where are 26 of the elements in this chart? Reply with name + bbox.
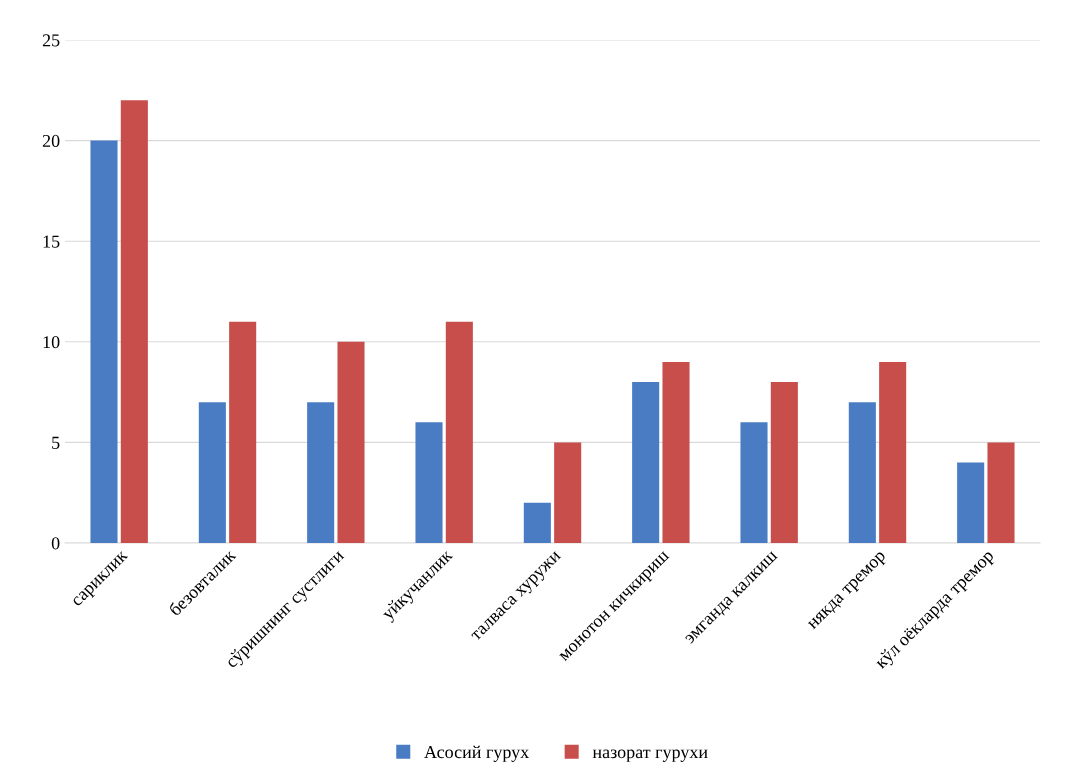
bar	[307, 402, 335, 543]
y-tick-label: 15	[43, 235, 60, 248]
bar	[523, 502, 551, 543]
bar	[445, 321, 473, 543]
bar	[337, 341, 365, 543]
bar	[662, 361, 690, 543]
legend-label: Асосий гурух	[424, 745, 530, 762]
bar	[415, 422, 443, 543]
legend-label: назорат гурухи	[592, 749, 708, 762]
y-tick-label: 5	[52, 436, 60, 449]
bar	[229, 321, 257, 543]
bar	[120, 100, 148, 543]
y-tick-label: 10	[43, 336, 60, 349]
y-tick-label: 0	[51, 537, 60, 550]
bar	[740, 422, 768, 543]
bar	[90, 140, 118, 543]
bar	[987, 442, 1015, 543]
bar	[554, 442, 582, 543]
bar	[848, 402, 876, 543]
bar	[957, 462, 985, 543]
y-tick-label: 25	[42, 34, 60, 47]
bar	[879, 361, 907, 543]
bar	[198, 402, 226, 543]
y-tick-label: 20	[42, 134, 60, 148]
bar	[632, 382, 660, 543]
bar	[770, 382, 798, 543]
